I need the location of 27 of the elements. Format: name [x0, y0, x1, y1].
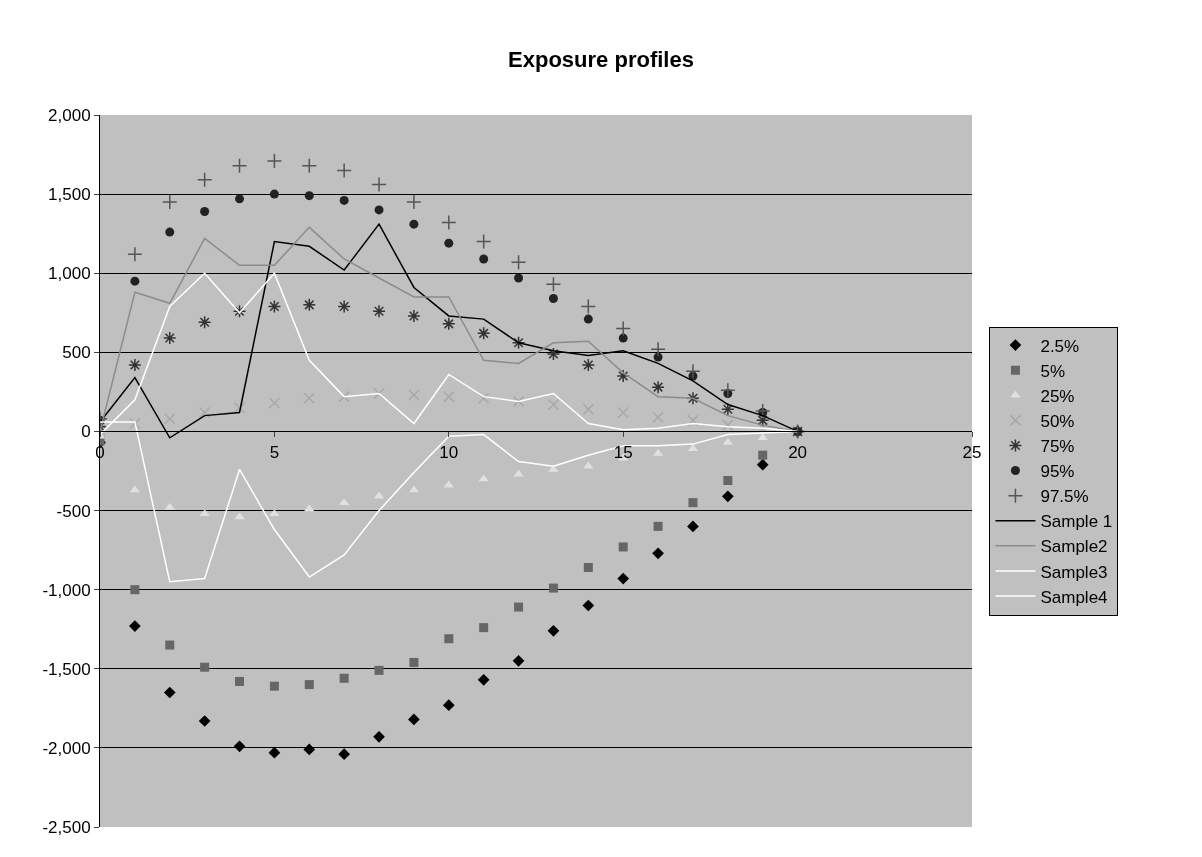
legend-label: Sample4: [1040, 587, 1108, 607]
y-tick-label: -2,000: [42, 738, 91, 758]
legend-label: 25%: [1040, 386, 1075, 406]
y-tick-label: -500: [56, 501, 91, 521]
y-tick-label: 1,500: [48, 185, 91, 205]
chart-title: Exposure profiles: [508, 46, 694, 72]
x-tick-label: 25: [962, 442, 982, 462]
legend-label: 5%: [1040, 361, 1066, 381]
legend-label: 2.5%: [1040, 336, 1080, 356]
legend-label: 95%: [1040, 462, 1075, 482]
y-tick-label: 500: [62, 343, 91, 363]
y-tick-label: -2,500: [42, 817, 91, 837]
x-tick-label: 5: [269, 442, 280, 462]
x-tick-label: 10: [439, 442, 459, 462]
x-tick-label: 15: [613, 442, 633, 462]
y-tick-label: 2,000: [48, 105, 91, 125]
legend-label: Sample 1: [1040, 512, 1113, 532]
y-tick-label: -1,000: [42, 580, 91, 600]
legend-label: 97.5%: [1040, 487, 1089, 507]
y-tick-label: 0: [81, 422, 91, 442]
legend-label: 50%: [1040, 411, 1075, 431]
legend-label: Sample2: [1040, 537, 1108, 557]
legend-label: 75%: [1040, 437, 1075, 457]
x-tick-label: 20: [788, 442, 808, 462]
legend-label: Sample3: [1040, 562, 1108, 582]
y-tick-label: -1,500: [42, 659, 91, 679]
y-tick-label: 1,000: [48, 264, 91, 284]
